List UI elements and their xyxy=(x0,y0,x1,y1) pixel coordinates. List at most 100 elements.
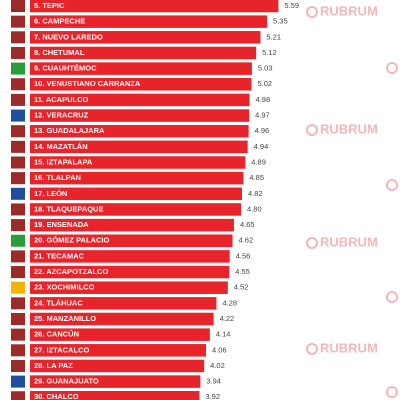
bar xyxy=(30,250,230,263)
bar xyxy=(30,78,252,91)
watermark-icon xyxy=(386,291,398,303)
watermark-icon xyxy=(386,386,398,398)
value-label: 4.22 xyxy=(220,314,235,323)
value-label: 4.98 xyxy=(256,95,271,104)
party-logo xyxy=(11,313,25,325)
bar xyxy=(30,265,230,279)
party-logo xyxy=(11,156,25,169)
value-label: 3.94 xyxy=(206,377,221,386)
value-label: 4.82 xyxy=(248,189,263,198)
bar-label: 20. GÓMEZ PALACIO xyxy=(34,236,109,245)
party-logo xyxy=(11,140,25,153)
value-label: 4.96 xyxy=(255,126,270,135)
bar-label: 13. GUADALAJARA xyxy=(34,126,105,135)
party-logo xyxy=(11,62,25,75)
value-label: 4.85 xyxy=(249,173,264,182)
value-label: 5.03 xyxy=(258,64,273,73)
bar-label: 26. CANCÚN xyxy=(34,330,79,339)
bar xyxy=(30,124,249,138)
party-logo xyxy=(11,297,25,310)
bar-label: 9. CUAUHTÉMOC xyxy=(34,64,97,73)
bar xyxy=(30,15,268,28)
party-logo xyxy=(11,219,25,232)
value-label: 4.52 xyxy=(234,283,249,292)
bar-label: 17. LEÓN xyxy=(34,189,67,198)
bar-label: 21. TECAMAC xyxy=(34,251,85,260)
watermark: RUBRUM xyxy=(320,3,378,18)
bar xyxy=(30,140,248,154)
party-logo xyxy=(11,266,25,279)
value-label: 4.02 xyxy=(210,361,225,370)
value-label: 5.12 xyxy=(262,48,277,57)
bar-label: 29. GUANAJUATO xyxy=(34,377,99,386)
value-label: 4.65 xyxy=(240,220,255,229)
party-logo xyxy=(11,391,25,400)
bar-label: 15. IZTAPALAPA xyxy=(34,157,93,166)
value-label: 5.35 xyxy=(273,17,288,26)
value-label: 4.14 xyxy=(216,330,231,339)
value-label: 5.21 xyxy=(266,32,281,41)
bar-label: 28. LA PAZ xyxy=(34,361,73,370)
bar-label: 18. TLAQUEPAQUE xyxy=(34,204,103,213)
bar-label: 24. TLÁHUAC xyxy=(34,298,83,307)
bar-label: 23. XOCHIMILCO xyxy=(34,283,95,292)
bar xyxy=(30,171,244,185)
bar-label: 27. IZTACALCO xyxy=(34,345,89,354)
value-label: 4.28 xyxy=(222,298,237,307)
bar xyxy=(30,234,233,247)
watermark-icon xyxy=(386,62,398,74)
party-logo xyxy=(11,125,25,138)
party-logo xyxy=(11,172,25,185)
bar-label: 19. ENSENADA xyxy=(34,220,89,229)
bar xyxy=(30,31,261,44)
watermark-icon xyxy=(306,237,318,249)
bar xyxy=(30,359,205,373)
bar xyxy=(30,312,214,326)
watermark: RUBRUM xyxy=(320,340,378,355)
bar-label: 22. AZCAPOTZALCO xyxy=(34,267,108,276)
value-label: 4.56 xyxy=(236,251,251,260)
value-label: 4.80 xyxy=(247,204,262,213)
party-logo xyxy=(11,328,25,341)
party-logo xyxy=(11,344,25,357)
value-label: 3.92 xyxy=(205,392,220,400)
bar xyxy=(30,297,217,310)
party-logo xyxy=(11,109,25,122)
bar xyxy=(30,62,252,75)
bar xyxy=(30,344,207,357)
party-logo xyxy=(11,375,25,388)
bar-label: 14. MAZATLÁN xyxy=(34,142,88,151)
bar xyxy=(30,328,210,341)
watermark-icon xyxy=(306,6,318,18)
party-logo xyxy=(11,281,25,294)
party-logo xyxy=(11,78,25,91)
party-logo xyxy=(11,93,25,106)
bar-label: 16. TLALPAN xyxy=(34,173,81,182)
watermark-icon xyxy=(306,343,318,355)
bar xyxy=(30,218,234,232)
bar-label: 8. CHETUMAL xyxy=(34,48,85,57)
bar xyxy=(30,46,257,60)
party-logo xyxy=(11,31,25,44)
bar xyxy=(30,391,200,400)
value-label: 4.89 xyxy=(251,157,266,166)
bar xyxy=(30,375,201,388)
value-label: 4.94 xyxy=(254,142,269,151)
bar-label: 25. MANZANILLO xyxy=(34,314,96,323)
value-label: 5.59 xyxy=(284,1,299,10)
party-logo xyxy=(11,359,25,372)
bar xyxy=(30,156,246,169)
party-logo xyxy=(11,234,25,247)
bar xyxy=(30,0,279,13)
value-label: 4.55 xyxy=(235,267,250,276)
party-logo xyxy=(11,46,25,59)
bar-label: 6. CAMPECHE xyxy=(34,17,85,26)
watermark-icon xyxy=(386,179,398,191)
value-label: 4.06 xyxy=(212,345,227,354)
bar-label: 11. ACAPULCO xyxy=(34,95,88,104)
bar-label: 10. VENUSTIANO CARRANZA xyxy=(34,79,141,88)
bar xyxy=(30,93,250,107)
bar xyxy=(30,187,242,201)
bar-label: 7. NUEVO LAREDO xyxy=(34,32,103,41)
